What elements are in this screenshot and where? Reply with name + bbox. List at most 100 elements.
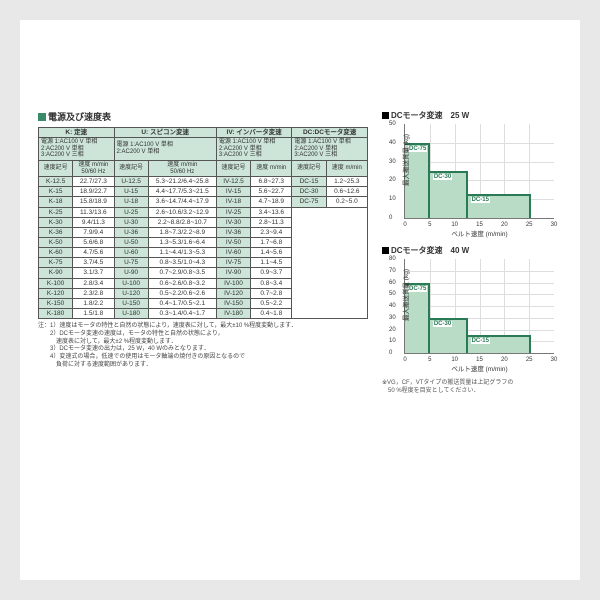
table-cell: K-75 <box>39 258 73 268</box>
table-cell: 1.1~4.4/1.3~5.3 <box>148 248 216 258</box>
table-cell: 0.6~12.6 <box>326 187 367 197</box>
chart-40w: DCモータ変速 40 W 010203040506070800510152025… <box>382 245 562 354</box>
table-cell: 9.4/11.3 <box>73 217 114 227</box>
bullet-icon <box>382 247 389 254</box>
table-cell: K-180 <box>39 308 73 318</box>
table-cell: IV-18 <box>216 197 250 207</box>
chart-title-40: DCモータ変速 40 W <box>382 245 562 256</box>
table-cell: 2.8~11.3 <box>251 217 292 227</box>
notes: 注：1）速度はモータの特性と自然の状態により，速度表に対して，最大±10 %程度… <box>38 323 368 370</box>
table-cell: IV-90 <box>216 268 250 278</box>
table-cell: 4.7~18.9 <box>251 197 292 207</box>
table-cell: U-120 <box>114 288 148 298</box>
table-cell: U-36 <box>114 227 148 237</box>
table-cell: 0.5~2.2/0.6~2.6 <box>148 288 216 298</box>
table-cell: 22.7/27.3 <box>73 177 114 187</box>
table-cell: U-60 <box>114 248 148 258</box>
table-cell: 6.8~27.3 <box>251 177 292 187</box>
table-cell: 0.9~3.7 <box>251 268 292 278</box>
table-cell: 2.6~10.6/3.2~12.9 <box>148 207 216 217</box>
table-cell: 0.6~2.6/0.8~3.2 <box>148 278 216 288</box>
sub-header-cell: 速度 m/min <box>251 160 292 176</box>
table-cell: 2.3/2.8 <box>73 288 114 298</box>
table-cell: 5.6/6.8 <box>73 237 114 247</box>
table-cell: IV-180 <box>216 308 250 318</box>
table-row: K-1518.9/22.7U-154.4~17.7/5.3~21.5IV-155… <box>39 187 368 197</box>
table-cell: K-12.5 <box>39 177 73 187</box>
table-cell: K-150 <box>39 298 73 308</box>
table-row: K-2511.3/13.6U-252.6~10.6/3.2~12.9IV-253… <box>39 207 368 217</box>
table-cell: K-15 <box>39 187 73 197</box>
table-cell: 1.7~6.8 <box>251 237 292 247</box>
table-cell: U-90 <box>114 268 148 278</box>
table-cell: IV-36 <box>216 227 250 237</box>
table-cell: U-180 <box>114 308 148 318</box>
table-cell: IV-12.5 <box>216 177 250 187</box>
table-cell: 0.5~2.2 <box>251 298 292 308</box>
table-cell: IV-75 <box>216 258 250 268</box>
sub-header-cell: 速度 m/min 50/60 Hz <box>73 160 114 176</box>
title-text: 電源及び速度表 <box>48 112 111 122</box>
table-cell: U-25 <box>114 207 148 217</box>
table-cell: 2.8/3.4 <box>73 278 114 288</box>
table-cell: DC-75 <box>292 197 326 207</box>
table-cell: 0.4~1.8 <box>251 308 292 318</box>
table-cell: 1.5/1.8 <box>73 308 114 318</box>
table-cell: IV-150 <box>216 298 250 308</box>
table-cell: U-18 <box>114 197 148 207</box>
table-cell: IV-30 <box>216 217 250 227</box>
table-cell: 4.4~17.7/5.3~21.5 <box>148 187 216 197</box>
table-cell: U-15 <box>114 187 148 197</box>
power-cell: 電源 1:AC100 V 単相 2:AC200 V 単相 3:AC200 V 三… <box>292 138 368 161</box>
group-header: U: スピコン変速 <box>114 128 216 138</box>
table-cell: 0.7~2.9/0.8~3.5 <box>148 268 216 278</box>
table-cell: K-50 <box>39 237 73 247</box>
table-cell: 4.7/5.6 <box>73 248 114 258</box>
speed-table: K: 定速 U: スピコン変速 IV: インバータ変速 DC:DCモータ変速 電… <box>38 127 368 319</box>
table-row: K-1815.8/18.9U-183.6~14.7/4.4~17.9IV-184… <box>39 197 368 207</box>
sub-header-row: 速度記号速度 m/min 50/60 Hz速度記号速度 m/min 50/60 … <box>39 160 368 176</box>
table-cell: 0.7~2.8 <box>251 288 292 298</box>
table-cell: 0.3~1.4/0.4~1.7 <box>148 308 216 318</box>
table-cell: K-18 <box>39 197 73 207</box>
table-cell: U-150 <box>114 298 148 308</box>
power-cell: 電源 1:AC100 V 単相 2:AC200 V 単相 3:AC200 V 三… <box>216 138 292 161</box>
table-cell: 5.3~21.2/6.4~25.8 <box>148 177 216 187</box>
table-cell: 15.8/18.9 <box>73 197 114 207</box>
table-cell: 0.8~3.4 <box>251 278 292 288</box>
section-title: 電源及び速度表 <box>38 110 368 123</box>
table-cell: U-12.5 <box>114 177 148 187</box>
left-column: 電源及び速度表 K: 定速 U: スピコン変速 IV: インバータ変速 DC:D… <box>38 110 368 396</box>
group-header: IV: インバータ変速 <box>216 128 292 138</box>
table-cell: DC-30 <box>292 187 326 197</box>
sub-header-cell: 速度 m/min <box>326 160 367 176</box>
table-body: K-12.522.7/27.3U-12.55.3~21.2/6.4~25.8IV… <box>39 177 368 319</box>
power-cell: 電源 1:AC100 V 単相 2:AC200 V 単相 3:AC200 V 三… <box>39 138 115 161</box>
square-bullet-icon <box>38 113 46 121</box>
table-row: K-12.522.7/27.3U-12.55.3~21.2/6.4~25.8IV… <box>39 177 368 187</box>
table-cell: IV-25 <box>216 207 250 217</box>
table-cell: 2.3~9.4 <box>251 227 292 237</box>
table-cell: K-36 <box>39 227 73 237</box>
table-cell: DC-15 <box>292 177 326 187</box>
table-cell: U-30 <box>114 217 148 227</box>
table-cell: 1.2~25.3 <box>326 177 367 187</box>
table-cell: 0.2~5.0 <box>326 197 367 207</box>
sub-header-cell: 速度記号 <box>292 160 326 176</box>
table-cell: IV-120 <box>216 288 250 298</box>
chart-title-25: DCモータ変速 25 W <box>382 110 562 121</box>
sub-header-cell: 速度記号 <box>39 160 73 176</box>
table-cell: 11.3/13.6 <box>73 207 114 217</box>
table-cell: 1.1~4.5 <box>251 258 292 268</box>
chart-area-40: 01020304050607080051015202530DC-75DC-30D… <box>404 259 554 354</box>
empty-cell <box>292 207 368 319</box>
table-cell: IV-100 <box>216 278 250 288</box>
sub-header-cell: 速度 m/min 50/60 Hz <box>148 160 216 176</box>
group-header: DC:DCモータ変速 <box>292 128 368 138</box>
table-cell: K-120 <box>39 288 73 298</box>
bullet-icon <box>382 112 389 119</box>
table-cell: 3.4~13.6 <box>251 207 292 217</box>
sub-header-cell: 速度記号 <box>216 160 250 176</box>
table-cell: K-100 <box>39 278 73 288</box>
table-cell: 3.1/3.7 <box>73 268 114 278</box>
